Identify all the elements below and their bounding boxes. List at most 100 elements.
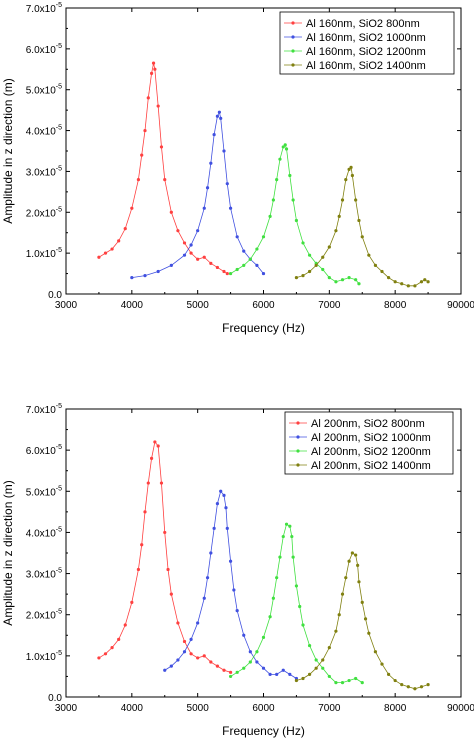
data-point — [182, 253, 187, 257]
y-tick-exponent: -5 — [56, 444, 62, 451]
data-point — [189, 251, 193, 255]
data-point — [97, 255, 101, 259]
data-point — [235, 267, 239, 272]
data-point — [321, 267, 325, 272]
data-point — [228, 674, 233, 679]
legend-marker — [291, 49, 295, 53]
legend-marker — [296, 463, 300, 467]
y-tick-label: 0.0 — [48, 693, 62, 704]
x-tick-label: 5000 — [187, 703, 210, 714]
data-point — [248, 660, 252, 664]
data-point — [278, 157, 282, 161]
y-tick-mantissa: 7.0x10 — [26, 4, 56, 15]
data-point — [235, 670, 239, 674]
data-point — [176, 229, 180, 233]
data-point — [373, 650, 378, 654]
legend-label: Al 200nm, SiO2 800nm — [311, 418, 425, 430]
data-point — [222, 493, 226, 497]
data-point — [354, 553, 358, 557]
y-tick-exponent: -5 — [56, 206, 62, 213]
y-tick-label: 7.0x10-5 — [26, 2, 62, 15]
data-point — [225, 182, 229, 186]
data-point — [151, 61, 156, 65]
data-point — [189, 243, 193, 247]
y-tick-exponent: -5 — [56, 526, 62, 533]
data-point — [130, 600, 134, 604]
data-point — [228, 559, 233, 563]
data-point — [344, 576, 348, 580]
data-point — [146, 481, 150, 485]
data-point — [314, 263, 318, 267]
data-point — [176, 621, 180, 625]
data-point — [261, 666, 266, 670]
chart-top: 3000 4000 5000 6000 7000 8000 900000.01.0x10-5… — [1, 2, 474, 335]
data-point — [290, 534, 294, 539]
x-axis-title: Frequency (Hz) — [222, 724, 305, 738]
data-point — [337, 214, 341, 218]
legend-label: Al 160nm, SiO2 1000nm — [306, 32, 426, 44]
y-tick-label: 7.0x10-5 — [26, 403, 62, 416]
data-point — [97, 656, 101, 660]
data-point — [212, 526, 216, 530]
data-point — [222, 269, 226, 274]
data-point — [288, 173, 292, 178]
data-point — [327, 646, 331, 650]
y-tick-mantissa: 0.0 — [48, 693, 62, 704]
legend-label: Al 160nm, SiO2 800nm — [306, 18, 420, 30]
data-point — [327, 674, 331, 679]
data-point — [202, 255, 206, 259]
data-point — [423, 278, 427, 282]
data-point — [235, 609, 239, 613]
y-tick-label: 1.0x10-5 — [26, 247, 62, 260]
data-point — [224, 506, 228, 510]
data-point — [294, 276, 299, 280]
data-point — [307, 269, 312, 274]
data-point — [281, 668, 285, 672]
data-point — [268, 672, 272, 676]
data-point — [334, 229, 338, 233]
chart-bottom: 3000 4000 5000 6000 7000 8000 900000.01.0x10-5… — [1, 403, 474, 738]
x-tick-label: 90000 — [447, 703, 474, 714]
data-point — [340, 278, 345, 282]
data-point — [153, 67, 157, 71]
y-tick-exponent: -5 — [56, 2, 62, 9]
data-point — [117, 239, 121, 243]
data-point — [143, 274, 147, 278]
data-point — [163, 178, 167, 182]
legend-marker — [296, 449, 300, 453]
data-point — [215, 502, 220, 506]
data-point — [215, 265, 220, 270]
data-point — [393, 280, 397, 284]
x-tick-label: 8000 — [384, 300, 407, 311]
data-point — [288, 524, 292, 528]
data-point — [347, 559, 351, 563]
data-point — [357, 580, 361, 584]
data-point — [294, 218, 299, 223]
data-point — [291, 555, 295, 559]
data-point — [400, 282, 404, 286]
data-point — [268, 214, 272, 218]
data-point — [301, 676, 305, 681]
data-point — [271, 198, 275, 202]
data-point — [283, 143, 287, 147]
data-point — [219, 489, 223, 493]
data-point — [202, 654, 206, 658]
y-tick-exponent: -5 — [56, 84, 62, 91]
data-point — [354, 676, 358, 681]
data-point — [281, 145, 285, 149]
data-point — [103, 652, 108, 656]
y-tick-mantissa: 0.0 — [48, 290, 62, 301]
data-point — [271, 596, 275, 600]
data-point — [367, 253, 371, 257]
data-point — [360, 681, 364, 685]
y-tick-mantissa: 2.0x10 — [26, 611, 56, 622]
data-point — [349, 165, 353, 169]
data-point — [242, 249, 246, 253]
y-tick-exponent: -5 — [56, 125, 62, 132]
data-point — [235, 235, 239, 239]
x-tick-label: 3000 — [55, 703, 78, 714]
data-point — [393, 678, 397, 683]
legend-box — [279, 11, 455, 75]
data-point — [255, 247, 259, 251]
y-tick-label: 4.0x10-5 — [26, 125, 62, 138]
